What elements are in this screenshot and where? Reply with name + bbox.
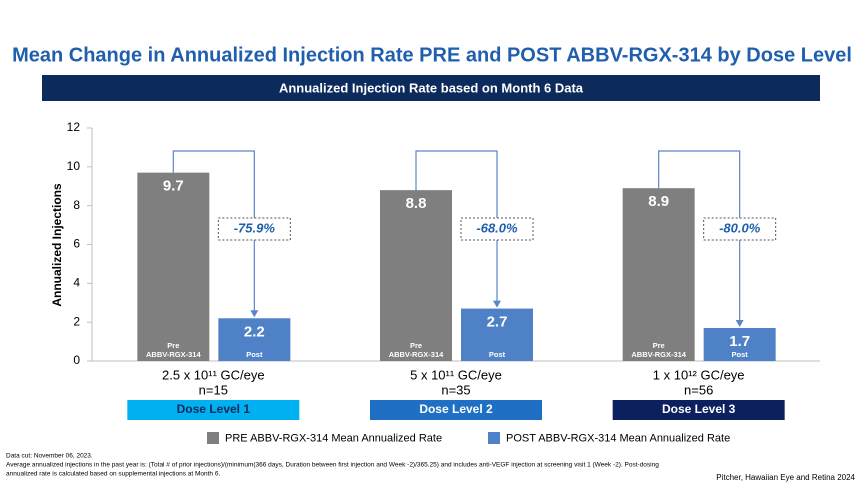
change-box (460, 217, 534, 241)
n-label: n=15 (199, 382, 228, 397)
chart-subtitle: Annualized Injection Rate based on Month… (279, 80, 584, 95)
y-axis-label: Annualized Injections (50, 183, 64, 307)
footnote: annualized rate is calculated based on s… (6, 471, 220, 478)
chart-title: Mean Change in Annualized Injection Rate… (12, 44, 852, 66)
footnote: Average annualized injections in the pas… (6, 462, 659, 469)
footnote: Data cut: November 06, 2023. (6, 453, 93, 460)
legend-label: PRE ABBV-RGX-314 Mean Annualized Rate (225, 432, 442, 444)
change-box (217, 217, 291, 241)
bar-inner-label: Pre (653, 341, 665, 350)
legend-label: POST ABBV-RGX-314 Mean Annualized Rate (506, 432, 730, 444)
source: Pitcher, Hawaiian Eye and Retina 2024 (716, 473, 855, 482)
y-tick-label: 6 (73, 237, 80, 251)
y-tick-label: 10 (67, 159, 81, 173)
n-label: n=56 (684, 382, 713, 397)
value-label: 8.8 (406, 195, 427, 212)
arrowhead (493, 300, 501, 308)
change-label: -75.9% (234, 220, 276, 235)
bar-inner-label: Pre (410, 341, 422, 350)
legend-swatch (207, 432, 219, 444)
y-tick-label: 2 (73, 314, 80, 328)
bar-inner-label: ABBV-RGX-314 (146, 350, 201, 359)
dose-level-box (370, 400, 542, 420)
bar-inner-label: Post (246, 350, 263, 359)
value-label: 2.7 (487, 314, 508, 331)
subtitle-banner (42, 75, 820, 101)
bar-inner-label: Post (489, 350, 506, 359)
bar-inner-label: ABBV-RGX-314 (389, 350, 444, 359)
bar-inner-label: Pre (167, 341, 179, 350)
dose-level-box (612, 400, 785, 420)
bar (703, 327, 776, 361)
bar-inner-label: Post (732, 350, 749, 359)
bar-inner-label: ABBV-RGX-314 (631, 350, 686, 359)
y-tick-label: 0 (73, 353, 80, 367)
bar (461, 308, 533, 361)
change-label: -80.0% (719, 220, 761, 235)
arrowhead (250, 310, 259, 318)
dose-level-label: Dose Level 1 (177, 402, 251, 416)
y-tick-label: 12 (67, 120, 81, 134)
x-tick-label: 2.5 x 10¹¹ GC/eye (162, 367, 265, 382)
dose-level-label: Dose Level 2 (419, 402, 493, 416)
value-label: 2.2 (244, 323, 265, 340)
bar (622, 188, 695, 361)
arrowhead (735, 319, 744, 327)
n-label: n=35 (441, 382, 470, 397)
dose-level-label: Dose Level 3 (662, 402, 736, 416)
change-box (703, 217, 777, 241)
value-label: 9.7 (163, 178, 184, 195)
x-tick-label: 1 x 10¹² GC/eye (653, 367, 745, 382)
change-label: -68.0% (476, 220, 518, 235)
value-label: 8.9 (648, 193, 669, 210)
x-tick-label: 5 x 10¹¹ GC/eye (410, 367, 502, 382)
legend-swatch (488, 432, 500, 444)
bar (137, 172, 210, 361)
bar (380, 190, 452, 361)
bar (218, 318, 291, 361)
dose-level-box (127, 400, 300, 420)
y-tick-label: 8 (73, 198, 80, 212)
y-tick-label: 4 (73, 276, 80, 290)
value-label: 1.7 (729, 333, 750, 350)
